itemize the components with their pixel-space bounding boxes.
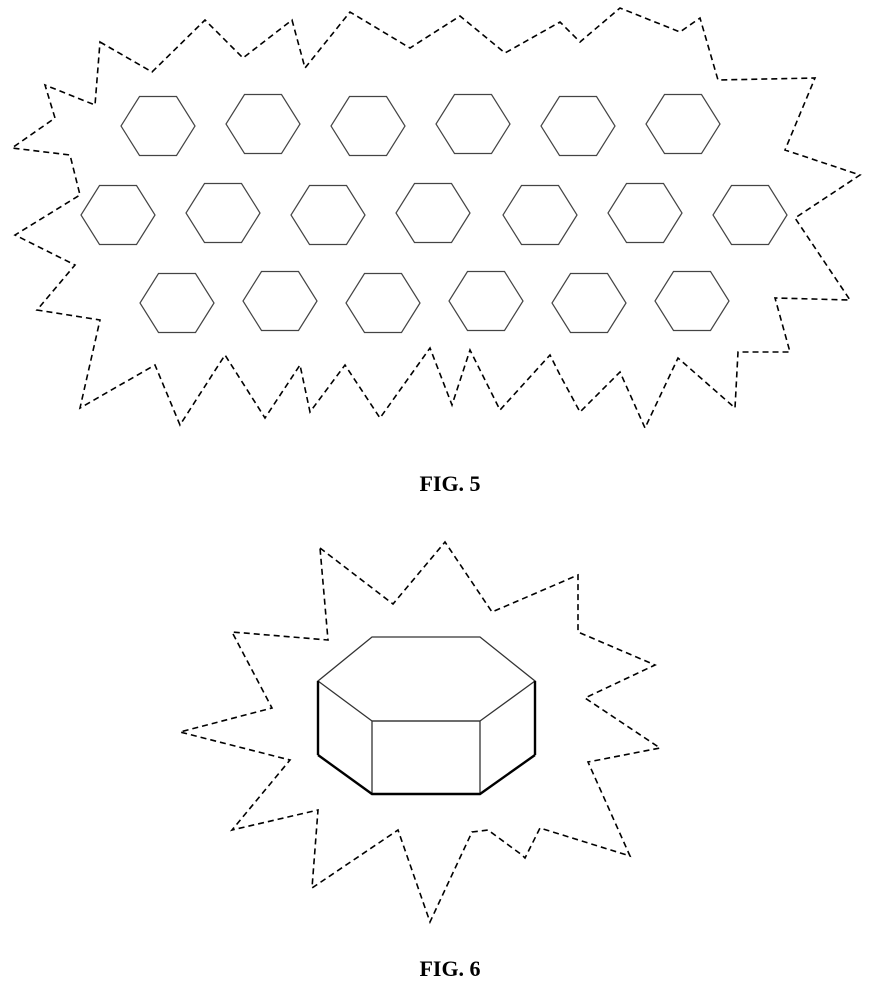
prism-top-face	[318, 637, 535, 721]
fig5-dashed-boundary	[12, 8, 860, 428]
hexagon-array	[81, 95, 787, 333]
fig6-dashed-boundary	[180, 542, 660, 922]
hexagon-cell	[646, 95, 720, 154]
hexagon-cell	[243, 272, 317, 331]
figure-6-caption: FIG. 6	[350, 956, 550, 982]
figure-6	[180, 542, 660, 922]
hexagon-cell	[436, 95, 510, 154]
hexagon-cell	[140, 274, 214, 333]
hexagon-cell	[346, 274, 420, 333]
hexagon-cell	[552, 274, 626, 333]
hexagon-cell	[503, 186, 577, 245]
hexagon-cell	[608, 184, 682, 243]
hexagon-cell	[186, 184, 260, 243]
hexagon-cell	[449, 272, 523, 331]
hexagon-cell	[226, 95, 300, 154]
figure-5	[12, 8, 860, 428]
hexagon-cell	[541, 97, 615, 156]
hexagon-cell	[713, 186, 787, 245]
prism-bottom-edge	[318, 755, 535, 794]
hexagonal-prism	[318, 637, 535, 794]
hexagon-cell	[121, 97, 195, 156]
figure-5-caption: FIG. 5	[350, 471, 550, 497]
hexagon-cell	[81, 186, 155, 245]
hexagon-cell	[655, 272, 729, 331]
hexagon-cell	[291, 186, 365, 245]
hexagon-cell	[396, 184, 470, 243]
hexagon-cell	[331, 97, 405, 156]
